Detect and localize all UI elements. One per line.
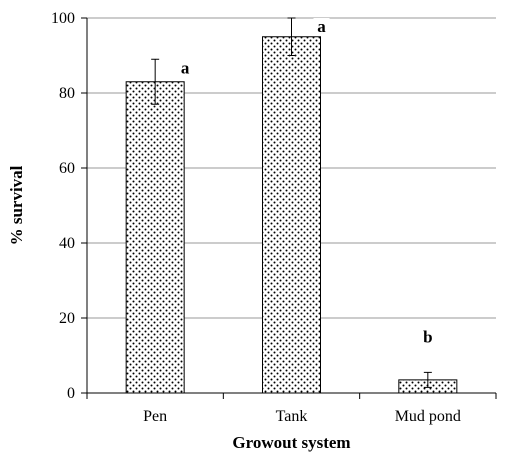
y-tick-label: 80 — [59, 85, 75, 102]
y-tick-label: 0 — [67, 385, 75, 402]
y-tick-label: 40 — [59, 235, 75, 252]
y-tick-label: 60 — [59, 160, 75, 177]
bar — [262, 36, 321, 394]
significance-label-bg — [177, 59, 194, 78]
y-tick-label: 100 — [51, 10, 75, 27]
x-tick-label: Pen — [143, 408, 167, 425]
x-axis-title: Growout system — [232, 433, 350, 452]
y-axis-title: % survival — [7, 165, 26, 245]
bar — [125, 81, 185, 394]
x-tick-label: Tank — [276, 408, 308, 425]
x-tick-label: Mud pond — [395, 408, 461, 425]
significance-label-bg — [313, 18, 330, 36]
significance-label: a — [317, 17, 326, 36]
significance-label-bg — [419, 328, 436, 347]
significance-label: b — [423, 327, 432, 346]
y-tick-label: 20 — [59, 310, 75, 327]
significance-label: a — [181, 58, 190, 77]
labels: 0 20 40 60 80 100 Pen a Tank a Mud pond b — [51, 10, 461, 425]
axes — [81, 17, 497, 399]
bars — [125, 17, 458, 394]
